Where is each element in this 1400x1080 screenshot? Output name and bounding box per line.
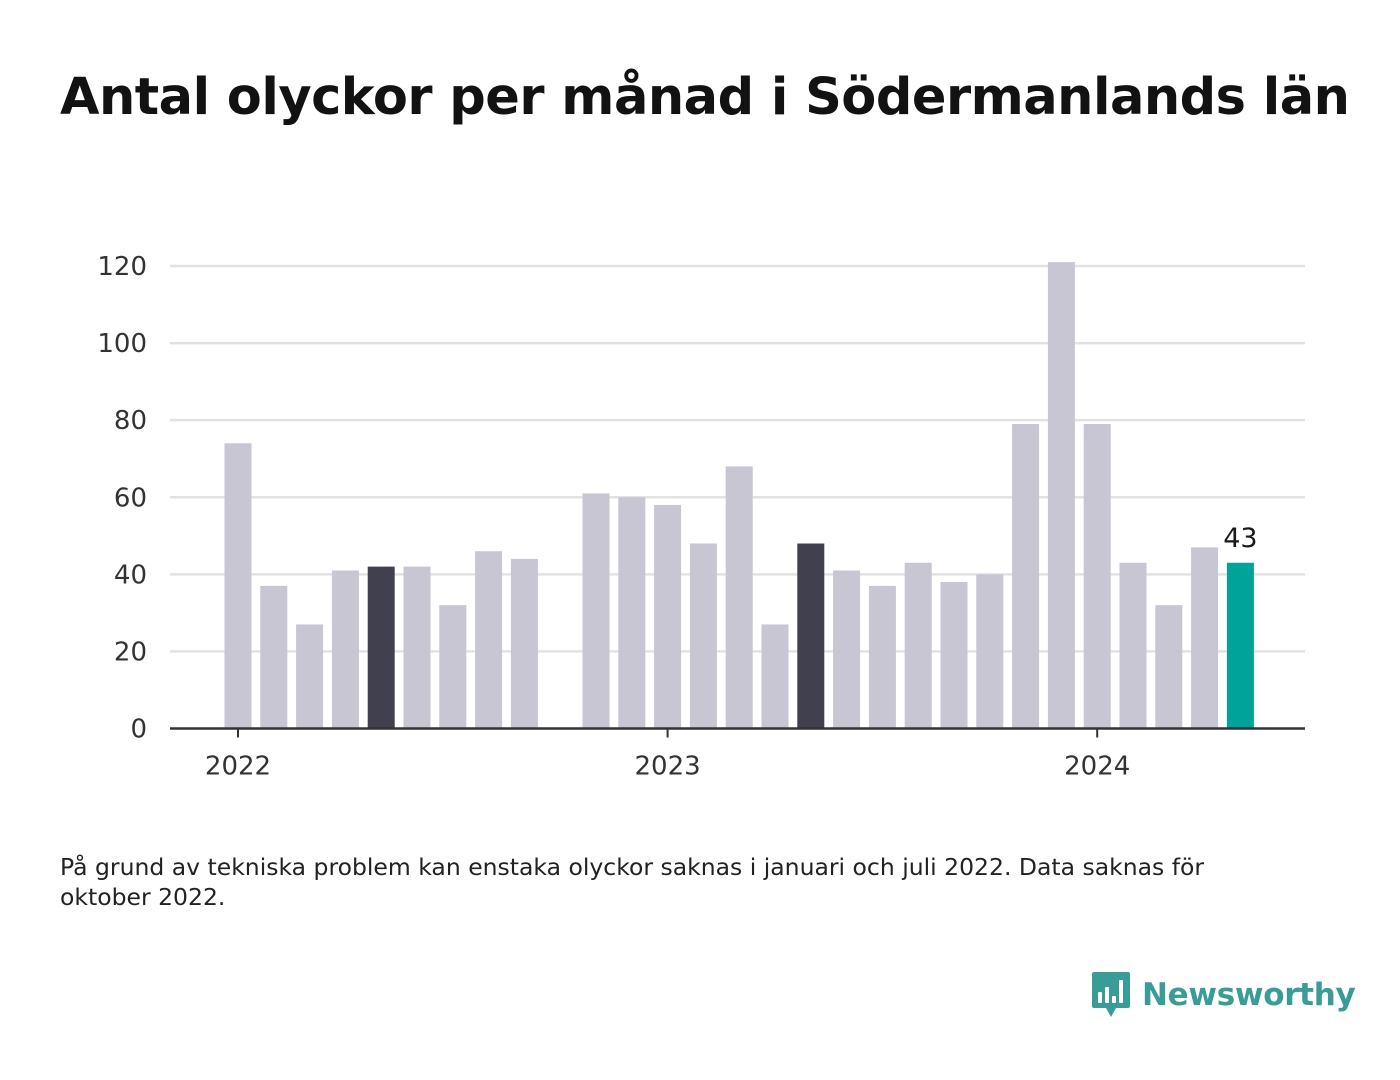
bar-2022-04 — [331, 570, 359, 729]
x-axis-ticks: 2022 2023 2024 — [205, 728, 1130, 782]
data-labels: 43 — [1223, 523, 1257, 554]
y-tick-label: 0 — [130, 715, 147, 745]
bars — [224, 262, 1254, 729]
chart-title: Antal olyckor per månad i Södermanlands … — [60, 68, 1350, 127]
bar-2023-08 — [904, 562, 932, 729]
bar-2024-05 — [1226, 562, 1254, 729]
bar-2022-12 — [618, 497, 646, 729]
bar-2023-12 — [1047, 262, 1075, 729]
bar-2023-01 — [654, 504, 682, 729]
bar-2022-05 — [367, 566, 395, 729]
y-tick-label: 40 — [114, 560, 147, 590]
bar-2023-09 — [940, 582, 968, 729]
footnote: På grund av tekniska problem kan enstaka… — [60, 853, 1205, 911]
bar-2023-05 — [797, 543, 825, 729]
y-tick-label: 20 — [114, 637, 147, 667]
brand-name: Newsworthy — [1142, 977, 1356, 1013]
newsworthy-logo-icon — [1092, 972, 1130, 1017]
x-tick-label: 2023 — [635, 752, 701, 782]
bar-2023-06 — [833, 570, 861, 729]
bar-2022-07 — [439, 605, 467, 729]
x-tick-label: 2022 — [205, 752, 271, 782]
bar-2022-08 — [475, 551, 503, 729]
x-tick-label: 2024 — [1064, 752, 1130, 782]
y-tick-label: 80 — [114, 406, 147, 436]
data-label: 43 — [1223, 523, 1257, 554]
bar-2023-04 — [761, 624, 789, 729]
bar-2024-01 — [1083, 424, 1111, 729]
bar-2023-10 — [976, 574, 1004, 729]
bar-2024-02 — [1119, 562, 1147, 729]
brand-logo: Newsworthy — [1090, 970, 1356, 1020]
bar-2022-02 — [260, 585, 288, 729]
y-axis-ticks: 0 20 40 60 80 100 120 — [97, 252, 147, 745]
bar-2023-07 — [868, 585, 896, 729]
bar-2022-03 — [296, 624, 324, 729]
bar-chart: 0 20 40 60 80 100 120 2022 2023 2024 43 — [97, 252, 1305, 782]
bar-2023-11 — [1012, 424, 1040, 729]
bar-2022-09 — [510, 558, 538, 729]
bar-2022-06 — [403, 566, 431, 729]
bar-2022-11 — [582, 493, 610, 729]
bar-2024-04 — [1191, 547, 1219, 729]
bar-2022-01 — [224, 443, 252, 729]
bar-2023-02 — [689, 543, 717, 729]
y-tick-label: 120 — [97, 252, 147, 282]
y-tick-label: 100 — [97, 329, 147, 359]
bar-2023-03 — [725, 466, 753, 729]
y-tick-label: 60 — [114, 483, 147, 513]
bar-2024-03 — [1155, 605, 1183, 729]
